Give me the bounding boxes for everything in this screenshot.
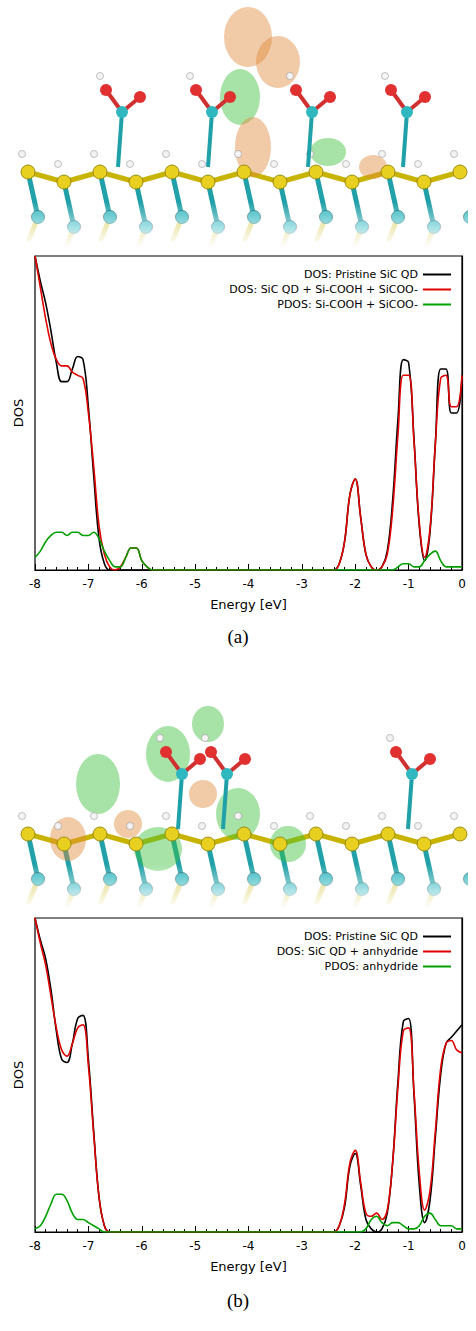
svg-text:-8: -8: [29, 1239, 41, 1253]
svg-text:DOS: Pristine SiC QD: DOS: Pristine SiC QD: [304, 930, 418, 943]
html-text:(b): (b): [226, 1290, 250, 1311]
svg-text:-5: -5: [189, 577, 201, 591]
svg-text:0: 0: [458, 1239, 466, 1253]
svg-text:DOS: SiC QD + anhydride: DOS: SiC QD + anhydride: [277, 945, 419, 958]
svg-text:-7: -7: [82, 577, 94, 591]
svg-text:-8: -8: [29, 577, 41, 591]
svg-text:-2: -2: [349, 1239, 361, 1253]
svg-text:DOS: SiC QD + Si-COOH + SiCOO-: DOS: SiC QD + Si-COOH + SiCOO-: [229, 283, 418, 296]
svg-text:DOS: Pristine SiC QD: DOS: Pristine SiC QD: [304, 268, 418, 281]
svg-text:-6: -6: [136, 1239, 148, 1253]
svg-text:0: 0: [458, 577, 466, 591]
svg-text:PDOS: Si-COOH + SiCOO-: PDOS: Si-COOH + SiCOO-: [277, 298, 418, 311]
html-text:(a): (a): [227, 626, 249, 647]
svg-text:-3: -3: [296, 1239, 308, 1253]
svg-text:-1: -1: [403, 1239, 415, 1253]
svg-text:-5: -5: [189, 1239, 201, 1253]
svg-text:DOS: DOS: [11, 1061, 26, 1090]
svg-text:-3: -3: [296, 577, 308, 591]
svg-text:PDOS: anhydride: PDOS: anhydride: [325, 960, 419, 973]
svg-text:DOS: DOS: [11, 399, 26, 428]
svg-text:-2: -2: [349, 577, 361, 591]
svg-text:-6: -6: [136, 577, 148, 591]
svg-text:-1: -1: [403, 577, 415, 591]
svg-text:-4: -4: [243, 1239, 255, 1253]
svg-text:-4: -4: [243, 577, 255, 591]
svg-text:-7: -7: [82, 1239, 94, 1253]
svg-text:Energy [eV]: Energy [eV]: [210, 1259, 287, 1274]
svg-text:Energy [eV]: Energy [eV]: [210, 597, 287, 612]
